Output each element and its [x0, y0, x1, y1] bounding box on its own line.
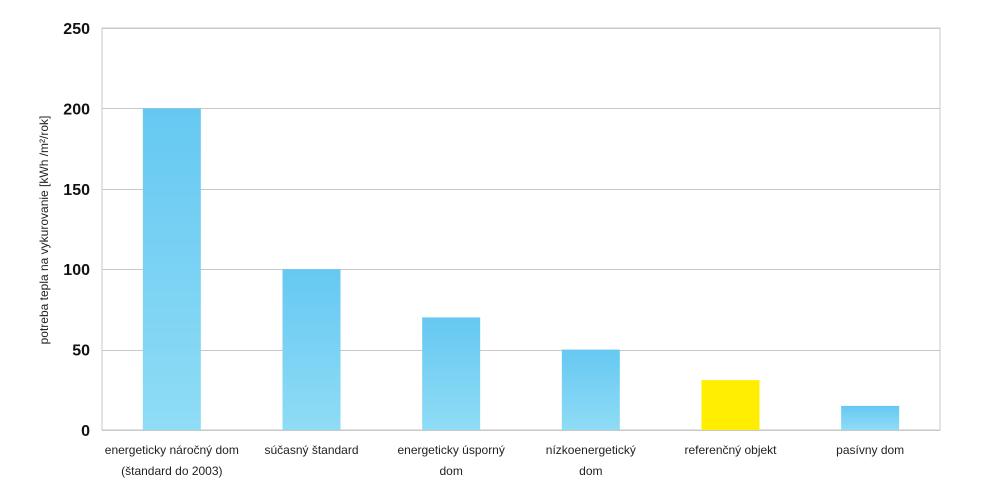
y-tick-label: 200 [63, 101, 90, 118]
bar [561, 349, 620, 430]
y-axis-label: potreba tepla na vykurovanie [kWh /m²/ro… [37, 116, 51, 345]
x-tick-label: energeticky úsporný [397, 443, 504, 457]
x-tick-label: dom [579, 464, 602, 478]
bars [142, 108, 900, 431]
bar [142, 108, 201, 431]
x-tick-label: pasívny dom [836, 443, 904, 457]
plot-area [101, 27, 941, 431]
bar [841, 405, 900, 430]
grid-lines [102, 28, 940, 431]
x-tick-label: (štandard do 2003) [121, 464, 222, 478]
bar [701, 380, 760, 430]
plot-frame [101, 27, 941, 431]
y-tick-label: 100 [63, 262, 90, 279]
y-tick-label: 0 [81, 423, 90, 440]
x-tick-label: dom [439, 464, 462, 478]
x-tick-label: referenčný objekt [684, 443, 777, 457]
x-tick-label: súčasný štandard [264, 443, 358, 457]
y-axis-ticks: 0 50 100 150 200 250 [63, 21, 90, 440]
x-axis-labels: energeticky náročný dom (štandard do 2003… [105, 443, 904, 478]
y-tick-label: 250 [63, 21, 90, 38]
x-tick-label: energeticky náročný dom [105, 443, 239, 457]
x-tick-label: nízkoenergetický [546, 443, 636, 457]
bar [282, 269, 341, 430]
y-tick-label: 50 [72, 343, 90, 360]
bar [422, 317, 481, 430]
y-tick-label: 150 [63, 182, 90, 199]
